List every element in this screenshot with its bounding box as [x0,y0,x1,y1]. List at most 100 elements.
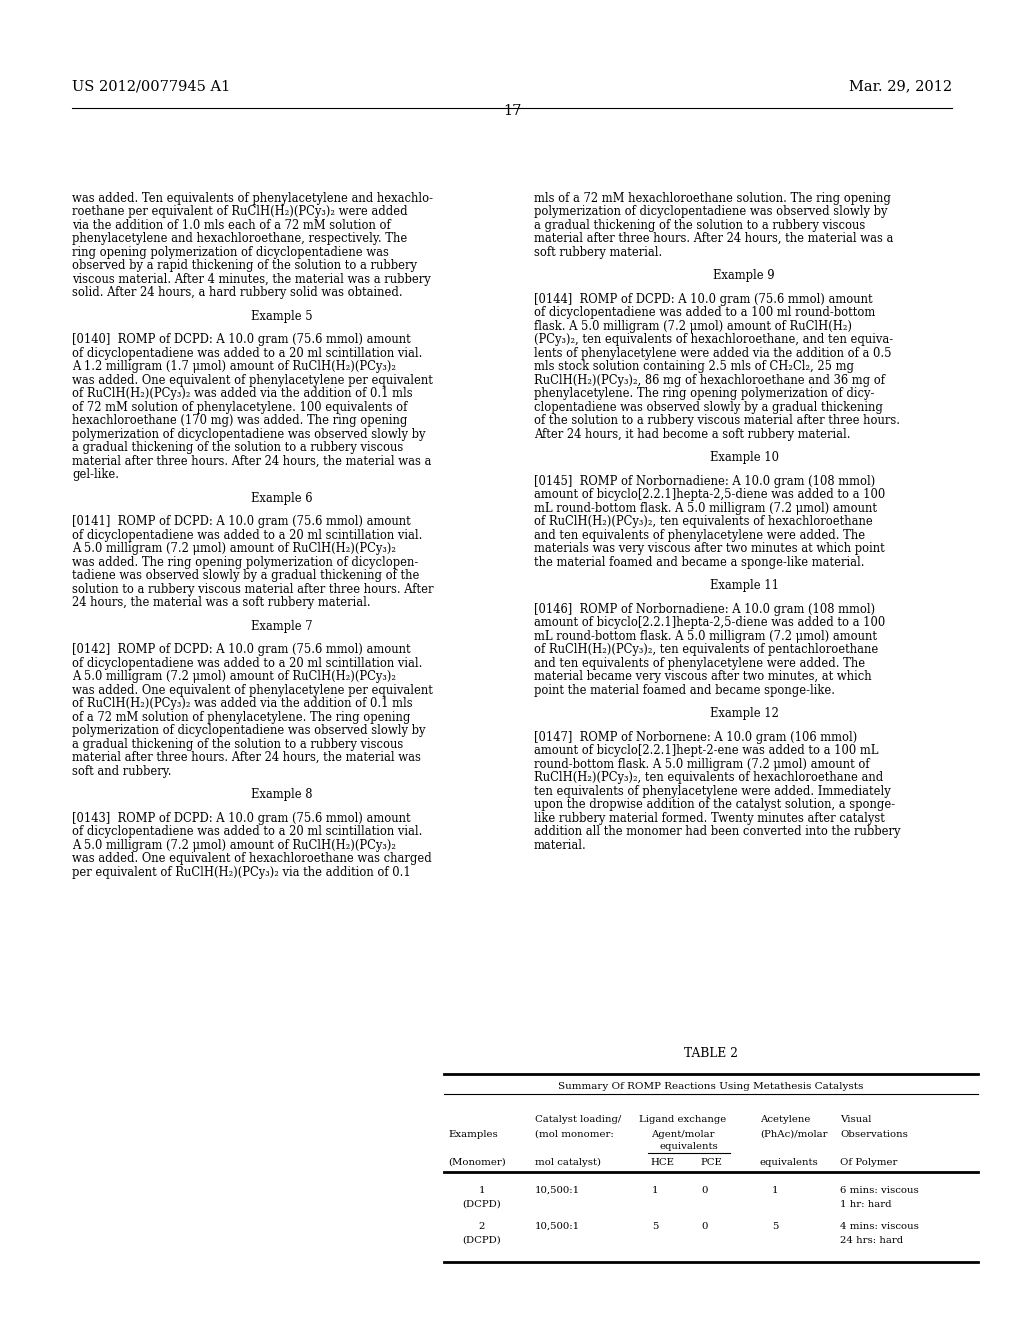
Text: was added. One equivalent of phenylacetylene per equivalent: was added. One equivalent of phenylacety… [72,374,433,387]
Text: (DCPD): (DCPD) [462,1236,501,1245]
Text: Example 5: Example 5 [251,310,312,323]
Text: (DCPD): (DCPD) [462,1200,501,1209]
Text: A 1.2 milligram (1.7 μmol) amount of RuClH(H₂)(PCy₃)₂: A 1.2 milligram (1.7 μmol) amount of RuC… [72,360,396,374]
Text: polymerization of dicyclopentadiene was observed slowly by: polymerization of dicyclopentadiene was … [534,205,888,218]
Text: Catalyst loading/: Catalyst loading/ [535,1115,622,1125]
Text: Observations: Observations [840,1130,908,1139]
Text: viscous material. After 4 minutes, the material was a rubbery: viscous material. After 4 minutes, the m… [72,273,431,285]
Text: a gradual thickening of the solution to a rubbery viscous: a gradual thickening of the solution to … [72,441,403,454]
Text: via the addition of 1.0 mls each of a 72 mM solution of: via the addition of 1.0 mls each of a 72… [72,219,391,232]
Text: of the solution to a rubbery viscous material after three hours.: of the solution to a rubbery viscous mat… [534,414,900,428]
Text: US 2012/0077945 A1: US 2012/0077945 A1 [72,79,230,92]
Text: of dicyclopentadiene was added to a 20 ml scintillation vial.: of dicyclopentadiene was added to a 20 m… [72,529,422,541]
Text: amount of bicyclo[2.2.1]hept-2-ene was added to a 100 mL: amount of bicyclo[2.2.1]hept-2-ene was a… [534,744,879,758]
Text: 2: 2 [478,1222,484,1232]
Text: Example 12: Example 12 [710,708,778,721]
Text: round-bottom flask. A 5.0 milligram (7.2 μmol) amount of: round-bottom flask. A 5.0 milligram (7.2… [534,758,869,771]
Text: roethane per equivalent of RuClH(H₂)(PCy₃)₂ were added: roethane per equivalent of RuClH(H₂)(PCy… [72,205,408,218]
Text: 24 hours, the material was a soft rubbery material.: 24 hours, the material was a soft rubber… [72,597,371,610]
Text: material.: material. [534,838,587,851]
Text: equivalents: equivalents [760,1158,819,1167]
Text: Example 7: Example 7 [251,620,312,632]
Text: mls of a 72 mM hexachloroethane solution. The ring opening: mls of a 72 mM hexachloroethane solution… [534,191,891,205]
Text: 1: 1 [772,1185,778,1195]
Text: TABLE 2: TABLE 2 [684,1047,738,1060]
Text: material became very viscous after two minutes, at which: material became very viscous after two m… [534,671,871,684]
Text: 1: 1 [651,1185,658,1195]
Text: of dicyclopentadiene was added to a 20 ml scintillation vial.: of dicyclopentadiene was added to a 20 m… [72,347,422,360]
Text: Ligand exchange: Ligand exchange [639,1115,727,1125]
Text: Example 11: Example 11 [710,579,778,593]
Text: material after three hours. After 24 hours, the material was a: material after three hours. After 24 hou… [72,455,431,467]
Text: ten equivalents of phenylacetylene were added. Immediately: ten equivalents of phenylacetylene were … [534,785,891,797]
Text: RuClH(H₂)(PCy₃)₂, 86 mg of hexachloroethane and 36 mg of: RuClH(H₂)(PCy₃)₂, 86 mg of hexachloroeth… [534,374,885,387]
Text: gel-like.: gel-like. [72,469,119,482]
Text: A 5.0 milligram (7.2 μmol) amount of RuClH(H₂)(PCy₃)₂: A 5.0 milligram (7.2 μmol) amount of RuC… [72,543,396,556]
Text: After 24 hours, it had become a soft rubbery material.: After 24 hours, it had become a soft rub… [534,428,851,441]
Text: polymerization of dicyclopentadiene was observed slowly by: polymerization of dicyclopentadiene was … [72,725,426,738]
Text: of RuClH(H₂)(PCy₃)₂ was added via the addition of 0.1 mls: of RuClH(H₂)(PCy₃)₂ was added via the ad… [72,697,413,710]
Text: mL round-bottom flask. A 5.0 milligram (7.2 μmol) amount: mL round-bottom flask. A 5.0 milligram (… [534,502,877,515]
Text: Agent/molar: Agent/molar [651,1130,715,1139]
Text: 1: 1 [478,1185,484,1195]
Text: was added. One equivalent of hexachloroethane was charged: was added. One equivalent of hexachloroe… [72,853,432,865]
Text: Example 9: Example 9 [713,269,775,282]
Text: 10,500:1: 10,500:1 [535,1185,580,1195]
Text: was added. The ring opening polymerization of dicyclopen-: was added. The ring opening polymerizati… [72,556,418,569]
Text: of dicyclopentadiene was added to a 100 ml round-bottom: of dicyclopentadiene was added to a 100 … [534,306,876,319]
Text: A 5.0 milligram (7.2 μmol) amount of RuClH(H₂)(PCy₃)₂: A 5.0 milligram (7.2 μmol) amount of RuC… [72,671,396,684]
Text: mls stock solution containing 2.5 mls of CH₂Cl₂, 25 mg: mls stock solution containing 2.5 mls of… [534,360,854,374]
Text: 5: 5 [772,1222,778,1232]
Text: amount of bicyclo[2.2.1]hepta-2,5-diene was added to a 100: amount of bicyclo[2.2.1]hepta-2,5-diene … [534,488,886,502]
Text: 0: 0 [701,1185,709,1195]
Text: flask. A 5.0 milligram (7.2 μmol) amount of RuClH(H₂): flask. A 5.0 milligram (7.2 μmol) amount… [534,319,852,333]
Text: [0144]  ROMP of DCPD: A 10.0 gram (75.6 mmol) amount: [0144] ROMP of DCPD: A 10.0 gram (75.6 m… [534,293,872,306]
Text: PCE: PCE [700,1158,722,1167]
Text: [0140]  ROMP of DCPD: A 10.0 gram (75.6 mmol) amount: [0140] ROMP of DCPD: A 10.0 gram (75.6 m… [72,333,411,346]
Text: 5: 5 [652,1222,658,1232]
Text: Of Polymer: Of Polymer [840,1158,897,1167]
Text: Visual: Visual [840,1115,871,1125]
Text: polymerization of dicyclopentadiene was observed slowly by: polymerization of dicyclopentadiene was … [72,428,426,441]
Text: soft and rubbery.: soft and rubbery. [72,764,171,777]
Text: [0143]  ROMP of DCPD: A 10.0 gram (75.6 mmol) amount: [0143] ROMP of DCPD: A 10.0 gram (75.6 m… [72,812,411,825]
Text: of RuClH(H₂)(PCy₃)₂, ten equivalents of pentachloroethane: of RuClH(H₂)(PCy₃)₂, ten equivalents of … [534,643,879,656]
Text: 6 mins: viscous: 6 mins: viscous [840,1185,919,1195]
Text: [0145]  ROMP of Norbornadiene: A 10.0 gram (108 mmol): [0145] ROMP of Norbornadiene: A 10.0 gra… [534,475,876,488]
Text: per equivalent of RuClH(H₂)(PCy₃)₂ via the addition of 0.1: per equivalent of RuClH(H₂)(PCy₃)₂ via t… [72,866,411,879]
Text: clopentadiene was observed slowly by a gradual thickening: clopentadiene was observed slowly by a g… [534,401,883,413]
Text: (Monomer): (Monomer) [449,1158,506,1167]
Text: hexachloroethane (170 mg) was added. The ring opening: hexachloroethane (170 mg) was added. The… [72,414,408,428]
Text: 4 mins: viscous: 4 mins: viscous [840,1222,919,1232]
Text: HCE: HCE [650,1158,674,1167]
Text: material after three hours. After 24 hours, the material was a: material after three hours. After 24 hou… [534,232,893,246]
Text: like rubbery material formed. Twenty minutes after catalyst: like rubbery material formed. Twenty min… [534,812,885,825]
Text: Example 10: Example 10 [710,451,778,465]
Text: 1 hr: hard: 1 hr: hard [840,1200,892,1209]
Text: amount of bicyclo[2.2.1]hepta-2,5-diene was added to a 100: amount of bicyclo[2.2.1]hepta-2,5-diene … [534,616,886,630]
Text: 24 hrs: hard: 24 hrs: hard [840,1236,903,1245]
Text: 10,500:1: 10,500:1 [535,1222,580,1232]
Text: mol catalyst): mol catalyst) [535,1158,601,1167]
Text: materials was very viscous after two minutes at which point: materials was very viscous after two min… [534,543,885,556]
Text: (PhAc)/molar: (PhAc)/molar [760,1130,827,1139]
Text: [0146]  ROMP of Norbornadiene: A 10.0 gram (108 mmol): [0146] ROMP of Norbornadiene: A 10.0 gra… [534,603,876,615]
Text: of dicyclopentadiene was added to a 20 ml scintillation vial.: of dicyclopentadiene was added to a 20 m… [72,657,422,669]
Text: upon the dropwise addition of the catalyst solution, a sponge-: upon the dropwise addition of the cataly… [534,799,895,812]
Text: was added. One equivalent of phenylacetylene per equivalent: was added. One equivalent of phenylacety… [72,684,433,697]
Text: [0142]  ROMP of DCPD: A 10.0 gram (75.6 mmol) amount: [0142] ROMP of DCPD: A 10.0 gram (75.6 m… [72,643,411,656]
Text: point the material foamed and became sponge-like.: point the material foamed and became spo… [534,684,835,697]
Text: (PCy₃)₂, ten equivalents of hexachloroethane, and ten equiva-: (PCy₃)₂, ten equivalents of hexachloroet… [534,333,893,346]
Text: (mol monomer:: (mol monomer: [535,1130,613,1139]
Text: Example 6: Example 6 [251,492,312,504]
Text: solution to a rubbery viscous material after three hours. After: solution to a rubbery viscous material a… [72,582,433,595]
Text: of a 72 mM solution of phenylacetylene. The ring opening: of a 72 mM solution of phenylacetylene. … [72,710,411,723]
Text: [0147]  ROMP of Norbornene: A 10.0 gram (106 mmol): [0147] ROMP of Norbornene: A 10.0 gram (… [534,731,857,743]
Text: phenylacetylene. The ring opening polymerization of dicy-: phenylacetylene. The ring opening polyme… [534,387,874,400]
Text: solid. After 24 hours, a hard rubbery solid was obtained.: solid. After 24 hours, a hard rubbery so… [72,286,402,300]
Text: and ten equivalents of phenylacetylene were added. The: and ten equivalents of phenylacetylene w… [534,529,865,541]
Text: of RuClH(H₂)(PCy₃)₂, ten equivalents of hexachloroethane: of RuClH(H₂)(PCy₃)₂, ten equivalents of … [534,515,872,528]
Text: soft rubbery material.: soft rubbery material. [534,246,663,259]
Text: tadiene was observed slowly by a gradual thickening of the: tadiene was observed slowly by a gradual… [72,569,420,582]
Text: the material foamed and became a sponge-like material.: the material foamed and became a sponge-… [534,556,864,569]
